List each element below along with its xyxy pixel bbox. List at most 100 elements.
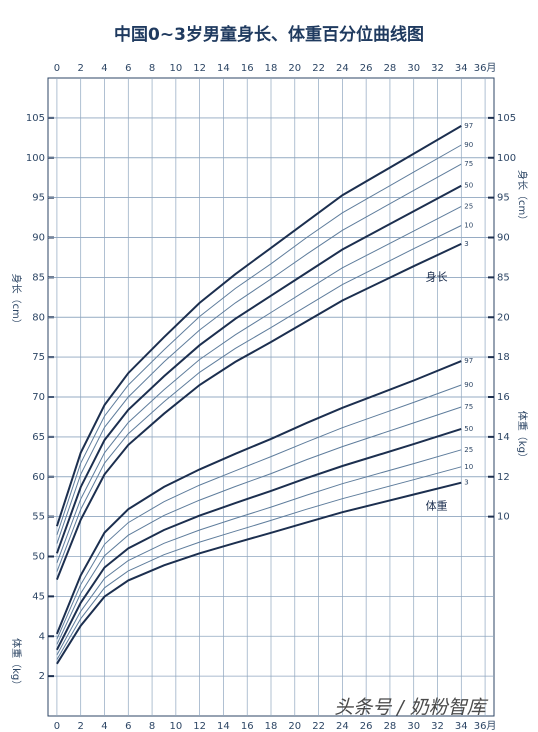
x-tick-label: 10 (169, 721, 182, 732)
axis-title: 体重（kg） (10, 638, 23, 690)
y-tick-label: 100 (26, 153, 45, 164)
curve (55, 125, 462, 527)
y-tick-label: 70 (32, 392, 45, 403)
y-tick-label: 12 (497, 472, 510, 483)
curve-label: 75 (464, 403, 473, 411)
x-tick-label: 22 (312, 63, 325, 74)
x-tick-label: 8 (149, 721, 155, 732)
watermark: 头条号 / 奶粉智库 (334, 697, 488, 719)
axis-title: 身长（cm） (10, 274, 23, 329)
y-tick-label: 50 (32, 552, 45, 563)
curve-label: 90 (464, 141, 473, 149)
annotation: 体重 (426, 499, 448, 513)
curve (55, 360, 462, 635)
y-tick-label: 4 (39, 631, 45, 642)
curve (55, 184, 462, 554)
x-tick-label: 30 (407, 63, 420, 74)
x-tick-label: 6 (125, 721, 131, 732)
y-tick-label: 90 (497, 233, 510, 244)
x-tick-label: 2 (78, 721, 84, 732)
y-tick-label: 75 (32, 352, 45, 363)
x-tick-label: 8 (149, 63, 155, 74)
curve-label: 50 (464, 425, 473, 433)
x-tick-label: 18 (265, 63, 278, 74)
curve (56, 406, 462, 645)
curve-label: 25 (464, 202, 473, 210)
y-tick-label: 60 (32, 472, 45, 483)
x-tick-label: 14 (217, 721, 230, 732)
curve-label: 10 (464, 222, 473, 230)
y-tick-label: 65 (32, 432, 45, 443)
x-tick-label: 12 (193, 721, 206, 732)
y-tick-label: 105 (26, 113, 45, 124)
x-tick-label: 24 (336, 721, 349, 732)
curve (56, 466, 462, 660)
curve (56, 427, 462, 651)
x-tick-label: 2 (78, 63, 84, 74)
x-tick-label: 16 (241, 721, 254, 732)
x-tick-label: 20 (288, 721, 301, 732)
curve-label: 97 (464, 122, 473, 130)
x-tick-label: 4 (101, 721, 107, 732)
axis-title: 身长（cm） (516, 170, 529, 225)
curve (56, 163, 462, 544)
y-tick-label: 45 (32, 591, 45, 602)
y-tick-label: 2 (39, 671, 45, 682)
x-tick-label: 28 (384, 63, 397, 74)
y-tick-label: 105 (497, 113, 516, 124)
x-tick-label: 6 (125, 63, 131, 74)
x-tick-label: 26 (360, 63, 373, 74)
x-tick-label: 32 (431, 721, 444, 732)
curve (56, 144, 462, 536)
x-tick-label: 24 (336, 63, 349, 74)
x-tick-label: 36月 (474, 62, 497, 74)
annotation: 身长 (426, 269, 448, 283)
x-tick-label: 34 (455, 63, 468, 74)
y-tick-label: 16 (497, 392, 510, 403)
x-tick-label: 28 (384, 721, 397, 732)
curve-label: 75 (464, 160, 473, 168)
y-tick-label: 80 (32, 312, 45, 323)
curve-label: 90 (464, 381, 473, 389)
x-tick-label: 4 (101, 63, 107, 74)
curve (56, 384, 462, 640)
x-tick-label: 22 (312, 721, 325, 732)
x-tick-label: 30 (407, 721, 420, 732)
x-tick-label: 34 (455, 721, 468, 732)
y-tick-label: 55 (32, 512, 45, 523)
curve-label: 10 (464, 463, 473, 471)
x-tick-label: 16 (241, 63, 254, 74)
y-tick-label: 14 (497, 432, 510, 443)
x-tick-label: 14 (217, 63, 230, 74)
x-tick-label: 20 (288, 63, 301, 74)
y-tick-label: 10 (497, 512, 510, 523)
curve-label: 97 (464, 357, 473, 365)
curve (56, 205, 462, 564)
curve (56, 481, 462, 665)
chart-title: 中国0~3岁男童身长、体重百分位曲线图 (114, 24, 424, 45)
curve-label: 50 (464, 182, 473, 190)
curve-label: 3 (464, 479, 468, 487)
x-tick-label: 32 (431, 63, 444, 74)
x-tick-label: 12 (193, 63, 206, 74)
y-tick-label: 85 (497, 272, 510, 283)
x-tick-label: 26 (360, 721, 373, 732)
y-tick-label: 95 (32, 193, 45, 204)
y-tick-label: 18 (497, 352, 510, 363)
curve (55, 242, 462, 580)
y-tick-label: 90 (32, 233, 45, 244)
axis-title: 体重（kg） (516, 411, 529, 463)
curve (56, 449, 462, 656)
y-tick-label: 20 (497, 312, 510, 323)
x-tick-label: 36月 (474, 720, 497, 732)
curve-label: 3 (464, 240, 468, 248)
x-tick-label: 18 (265, 721, 278, 732)
curve (56, 225, 462, 572)
y-tick-label: 95 (497, 193, 510, 204)
x-tick-label: 0 (54, 63, 60, 74)
y-tick-label: 100 (497, 153, 516, 164)
x-tick-label: 0 (54, 721, 60, 732)
y-tick-label: 85 (32, 272, 45, 283)
x-tick-label: 10 (169, 63, 182, 74)
